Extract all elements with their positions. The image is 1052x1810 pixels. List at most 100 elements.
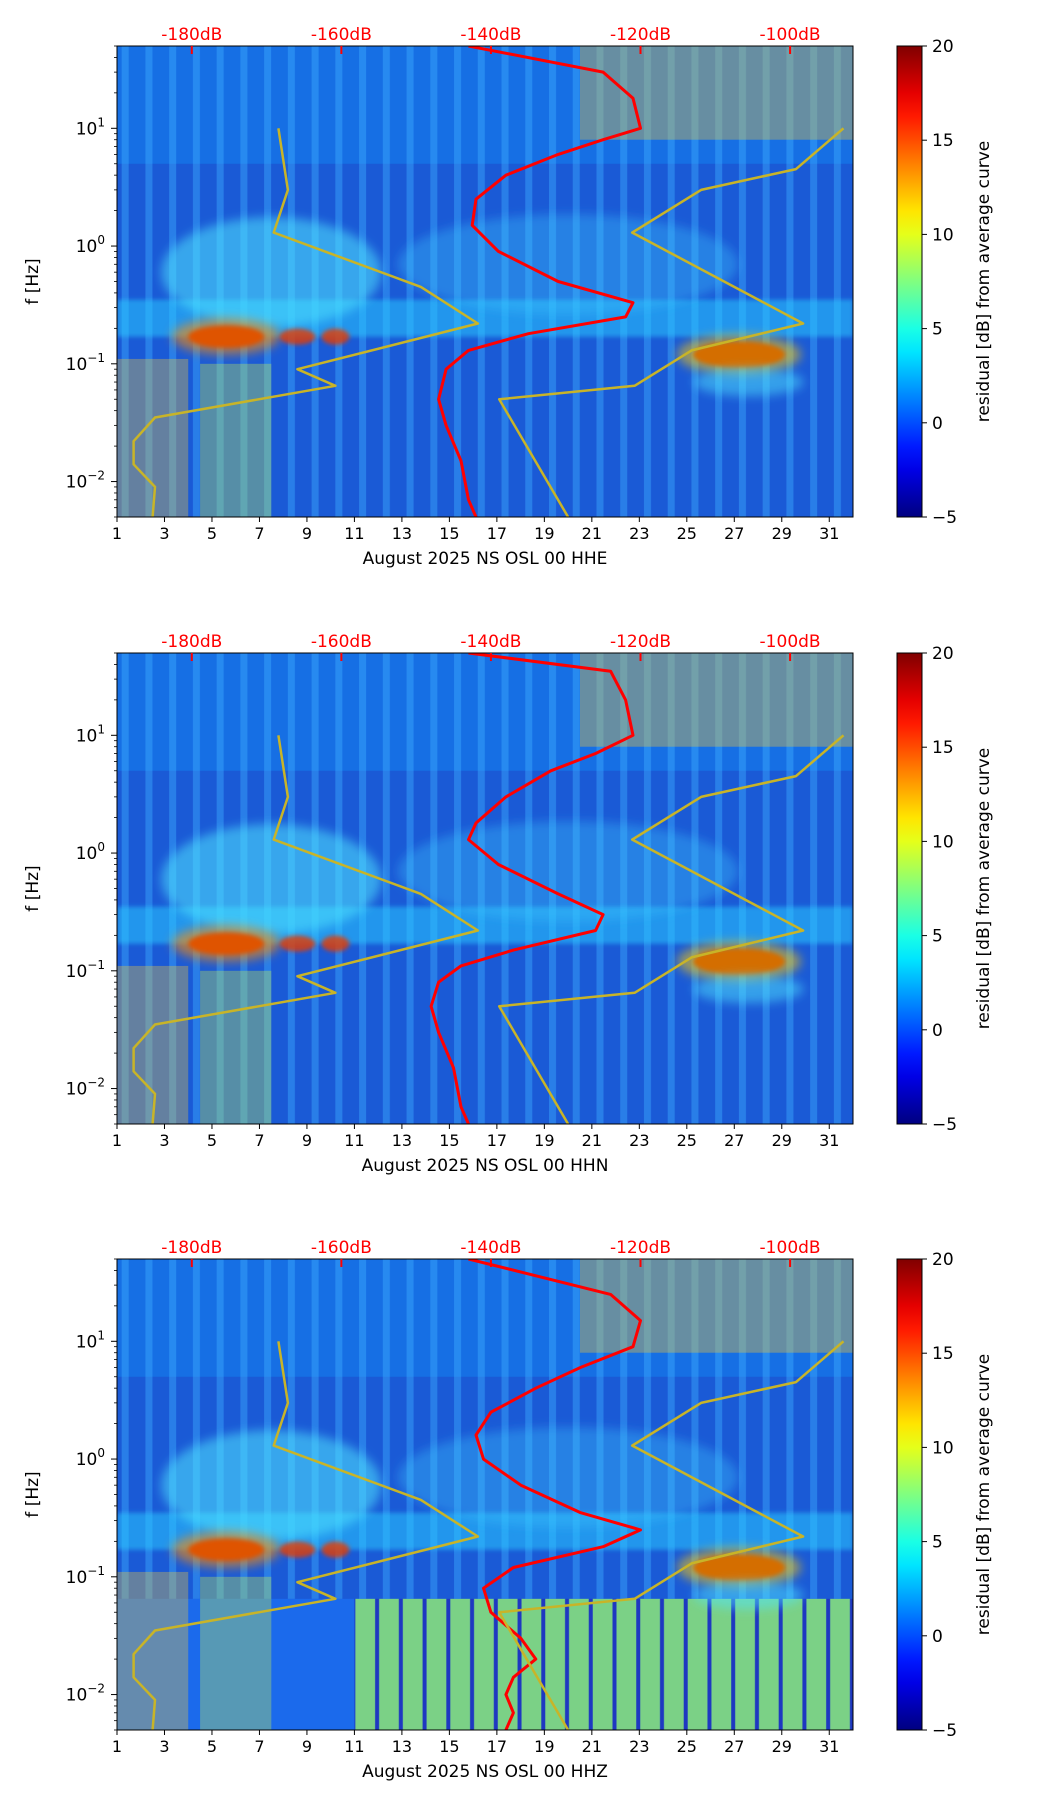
noise-model-curve-1 xyxy=(132,128,480,517)
y-tick-label: 10−1 xyxy=(66,1564,105,1588)
x-tick-label: 15 xyxy=(439,524,459,543)
colorbar-label: residual [dB] from average curve xyxy=(974,141,994,422)
colorbar-tick-label: 15 xyxy=(932,1344,954,1364)
x-axis-label: August 2025 NS OSL 00 HHZ xyxy=(362,1762,608,1782)
average-psd-curve xyxy=(429,653,635,1124)
x-tick-label: 29 xyxy=(772,1131,792,1150)
x-tick-label: 31 xyxy=(819,1737,839,1756)
top-db-tick-label: -120dB xyxy=(610,1238,671,1258)
colorbar-tick-label: 20 xyxy=(932,644,954,664)
colorbar: −5 0 5 10 15 20 residual [dB] from average cur… xyxy=(896,1250,994,1741)
x-tick-label: 25 xyxy=(677,1131,697,1150)
y-tick-label: 10−2 xyxy=(66,469,105,493)
top-db-tick-label: -100dB xyxy=(760,632,821,652)
y-tick-label: 10−2 xyxy=(66,1076,105,1100)
top-db-tick-label: -160dB xyxy=(311,25,372,45)
colorbar-tick-label: 5 xyxy=(932,927,943,947)
heatmap-area xyxy=(117,1259,853,1730)
y-tick-label: 100 xyxy=(76,233,105,257)
x-tick-label: 21 xyxy=(582,1737,602,1756)
y-axis-label: f [Hz] xyxy=(23,258,43,304)
x-tick-label: 9 xyxy=(302,524,312,543)
x-tick-label: 11 xyxy=(344,1131,364,1150)
x-tick-label: 1 xyxy=(112,1737,122,1756)
x-tick-label: 27 xyxy=(724,1737,744,1756)
top-db-tick-label: -160dB xyxy=(311,1238,372,1258)
top-db-tick-label: -180dB xyxy=(161,1238,222,1258)
colorbar-gradient xyxy=(896,652,923,1125)
x-tick-label: 11 xyxy=(344,1737,364,1756)
colorbar-tick-label: 15 xyxy=(932,131,954,151)
y-tick-label: 100 xyxy=(76,840,105,864)
top-db-tick-label: -180dB xyxy=(161,632,222,652)
average-psd-curve xyxy=(468,1259,642,1730)
x-tick-label: 3 xyxy=(159,1737,169,1756)
noise-model-curve-1 xyxy=(132,735,480,1124)
y-tick-label: 101 xyxy=(76,1328,105,1352)
top-db-tick-label: -120dB xyxy=(610,25,671,45)
x-tick-label: 31 xyxy=(819,1131,839,1150)
top-db-tick-label: -140dB xyxy=(460,1238,521,1258)
colorbar-tick-label: 0 xyxy=(932,1627,943,1647)
top-db-tick-label: -120dB xyxy=(610,632,671,652)
x-tick-label: 5 xyxy=(207,1737,217,1756)
top-db-tick-label: -100dB xyxy=(760,1238,821,1258)
colorbar-tick-label: −5 xyxy=(932,508,957,528)
x-tick-label: 23 xyxy=(629,1737,649,1756)
x-tick-label: 5 xyxy=(207,524,217,543)
colorbar-tick-label: 20 xyxy=(932,1250,954,1270)
x-tick-label: 13 xyxy=(392,1131,412,1150)
x-tick-label: 25 xyxy=(677,524,697,543)
x-tick-label: 5 xyxy=(207,1131,217,1150)
x-tick-label: 19 xyxy=(534,524,554,543)
y-tick-label: 10−2 xyxy=(66,1682,105,1706)
y-tick-label: 10−1 xyxy=(66,351,105,375)
y-tick-label: 10−1 xyxy=(66,958,105,982)
colorbar-tick-label: 10 xyxy=(932,1438,954,1458)
heatmap-area xyxy=(117,46,853,517)
x-tick-label: 7 xyxy=(254,524,264,543)
colorbar-gradient xyxy=(896,45,923,518)
x-tick-label: 27 xyxy=(724,1131,744,1150)
x-tick-label: 23 xyxy=(629,1131,649,1150)
x-tick-label: 25 xyxy=(677,1737,697,1756)
colorbar-tick-label: 0 xyxy=(932,1021,943,1041)
x-tick-label: 31 xyxy=(819,524,839,543)
x-tick-label: 7 xyxy=(254,1737,264,1756)
y-axis-label: f [Hz] xyxy=(23,865,43,911)
colorbar-tick-label: 0 xyxy=(932,414,943,434)
colorbar-tick-label: 5 xyxy=(932,1533,943,1553)
noise-model-curve-2 xyxy=(497,734,845,1124)
x-tick-label: 17 xyxy=(487,524,507,543)
noise-model-curve-2 xyxy=(497,1340,845,1730)
colorbar-tick-label: 10 xyxy=(932,225,954,245)
x-tick-label: 9 xyxy=(302,1737,312,1756)
x-tick-label: 21 xyxy=(582,524,602,543)
x-tick-label: 13 xyxy=(392,1737,412,1756)
x-tick-label: 29 xyxy=(772,524,792,543)
x-tick-label: 27 xyxy=(724,524,744,543)
x-tick-label: 17 xyxy=(487,1737,507,1756)
top-db-tick-label: -180dB xyxy=(161,25,222,45)
top-db-tick-label: -100dB xyxy=(760,25,821,45)
x-tick-label: 13 xyxy=(392,524,412,543)
y-tick-label: 101 xyxy=(76,115,105,139)
colorbar-tick-label: 10 xyxy=(932,832,954,852)
x-tick-label: 11 xyxy=(344,524,364,543)
x-tick-label: 19 xyxy=(534,1737,554,1756)
x-axis-label: August 2025 NS OSL 00 HHE xyxy=(363,549,608,569)
x-tick-label: 21 xyxy=(582,1131,602,1150)
colorbar-tick-label: −5 xyxy=(932,1721,957,1741)
noise-model-curve-2 xyxy=(497,127,845,517)
x-tick-label: 15 xyxy=(439,1131,459,1150)
top-db-tick-label: -140dB xyxy=(460,25,521,45)
y-tick-label: 101 xyxy=(76,722,105,746)
x-tick-label: 7 xyxy=(254,1131,264,1150)
x-tick-label: 1 xyxy=(112,1131,122,1150)
colorbar: −5 0 5 10 15 20 residual [dB] from average cur… xyxy=(896,37,994,528)
x-tick-label: 1 xyxy=(112,524,122,543)
